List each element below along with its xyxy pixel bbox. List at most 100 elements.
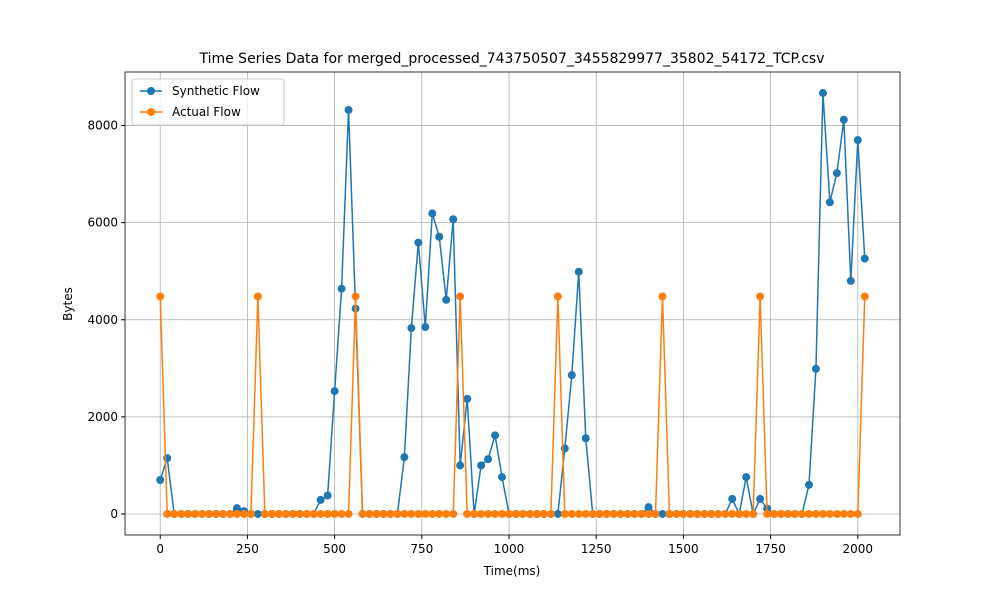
data-point bbox=[372, 509, 381, 518]
data-point bbox=[442, 295, 451, 304]
data-point bbox=[825, 509, 834, 518]
data-point bbox=[651, 509, 660, 518]
data-point bbox=[742, 473, 751, 482]
data-point bbox=[456, 292, 465, 301]
data-point bbox=[435, 509, 444, 518]
data-point bbox=[191, 509, 200, 518]
data-point bbox=[281, 509, 290, 518]
data-point bbox=[595, 509, 604, 518]
y-tick-label: 8000 bbox=[87, 119, 118, 133]
data-point bbox=[477, 461, 486, 470]
data-point bbox=[818, 509, 827, 518]
x-tick-label: 750 bbox=[410, 542, 433, 556]
series-line bbox=[159, 296, 866, 515]
y-tick-label: 4000 bbox=[87, 313, 118, 327]
data-point bbox=[156, 292, 165, 301]
data-point bbox=[337, 284, 346, 293]
data-point bbox=[511, 509, 520, 518]
data-point bbox=[532, 509, 541, 518]
data-point bbox=[860, 292, 869, 301]
data-point bbox=[777, 509, 786, 518]
data-point bbox=[323, 509, 332, 518]
data-point bbox=[665, 509, 674, 518]
data-point bbox=[735, 509, 744, 518]
data-point bbox=[449, 509, 458, 518]
data-point bbox=[853, 136, 862, 145]
data-point bbox=[428, 209, 437, 218]
x-tick-label: 250 bbox=[236, 542, 259, 556]
x-tick-label: 1500 bbox=[668, 542, 699, 556]
plot-frame bbox=[124, 71, 901, 536]
data-point bbox=[728, 494, 737, 503]
data-point bbox=[358, 509, 367, 518]
data-point bbox=[804, 480, 813, 489]
data-point bbox=[672, 509, 681, 518]
data-point bbox=[393, 509, 402, 518]
data-point bbox=[567, 509, 576, 518]
data-point bbox=[232, 504, 241, 513]
data-point bbox=[435, 232, 444, 241]
x-tick-label: 2000 bbox=[843, 542, 874, 556]
data-point bbox=[588, 509, 597, 518]
data-point bbox=[791, 509, 800, 518]
data-point bbox=[470, 509, 479, 518]
x-tick-label: 0 bbox=[156, 542, 164, 556]
data-point bbox=[623, 509, 632, 518]
data-point bbox=[860, 254, 869, 263]
data-point bbox=[407, 509, 416, 518]
data-point bbox=[637, 509, 646, 518]
data-point bbox=[267, 509, 276, 518]
data-point bbox=[553, 292, 562, 301]
data-point bbox=[177, 509, 186, 518]
data-point bbox=[742, 509, 751, 518]
series-line bbox=[159, 92, 866, 517]
y-tick-label: 0 bbox=[110, 507, 118, 521]
data-point bbox=[839, 115, 848, 124]
data-point bbox=[658, 292, 667, 301]
data-point bbox=[832, 509, 841, 518]
data-point bbox=[351, 292, 360, 301]
y-tick-label: 6000 bbox=[87, 216, 118, 230]
data-point bbox=[818, 89, 827, 98]
data-point bbox=[693, 509, 702, 518]
data-point bbox=[246, 509, 255, 518]
data-point bbox=[616, 509, 625, 518]
data-point bbox=[219, 509, 228, 518]
data-point bbox=[581, 509, 590, 518]
data-point bbox=[330, 387, 339, 396]
data-point bbox=[400, 453, 409, 462]
data-point bbox=[539, 509, 548, 518]
data-point bbox=[253, 509, 262, 518]
data-point bbox=[518, 509, 527, 518]
data-point bbox=[728, 509, 737, 518]
data-point bbox=[546, 509, 555, 518]
data-point bbox=[288, 509, 297, 518]
data-point bbox=[316, 509, 325, 518]
data-point bbox=[484, 455, 493, 464]
data-point bbox=[756, 292, 765, 301]
chart-title: Time Series Data for merged_processed_74… bbox=[198, 51, 824, 67]
data-point bbox=[846, 509, 855, 518]
data-point bbox=[456, 461, 465, 470]
data-point bbox=[553, 509, 562, 518]
legend-label: Actual Flow bbox=[172, 105, 241, 119]
x-tick-label: 1250 bbox=[581, 542, 612, 556]
data-point bbox=[274, 509, 283, 518]
data-point bbox=[839, 509, 848, 518]
x-tick-label: 1750 bbox=[755, 542, 786, 556]
data-point bbox=[463, 394, 472, 403]
data-point bbox=[811, 364, 820, 373]
data-point bbox=[825, 198, 834, 207]
data-point bbox=[421, 509, 430, 518]
legend-marker bbox=[147, 108, 155, 116]
data-point bbox=[477, 509, 486, 518]
data-point bbox=[239, 509, 248, 518]
data-point bbox=[225, 509, 234, 518]
data-point bbox=[400, 509, 409, 518]
data-point bbox=[198, 509, 207, 518]
data-point bbox=[365, 509, 374, 518]
data-point bbox=[707, 509, 716, 518]
legend-label: Synthetic Flow bbox=[172, 84, 260, 98]
